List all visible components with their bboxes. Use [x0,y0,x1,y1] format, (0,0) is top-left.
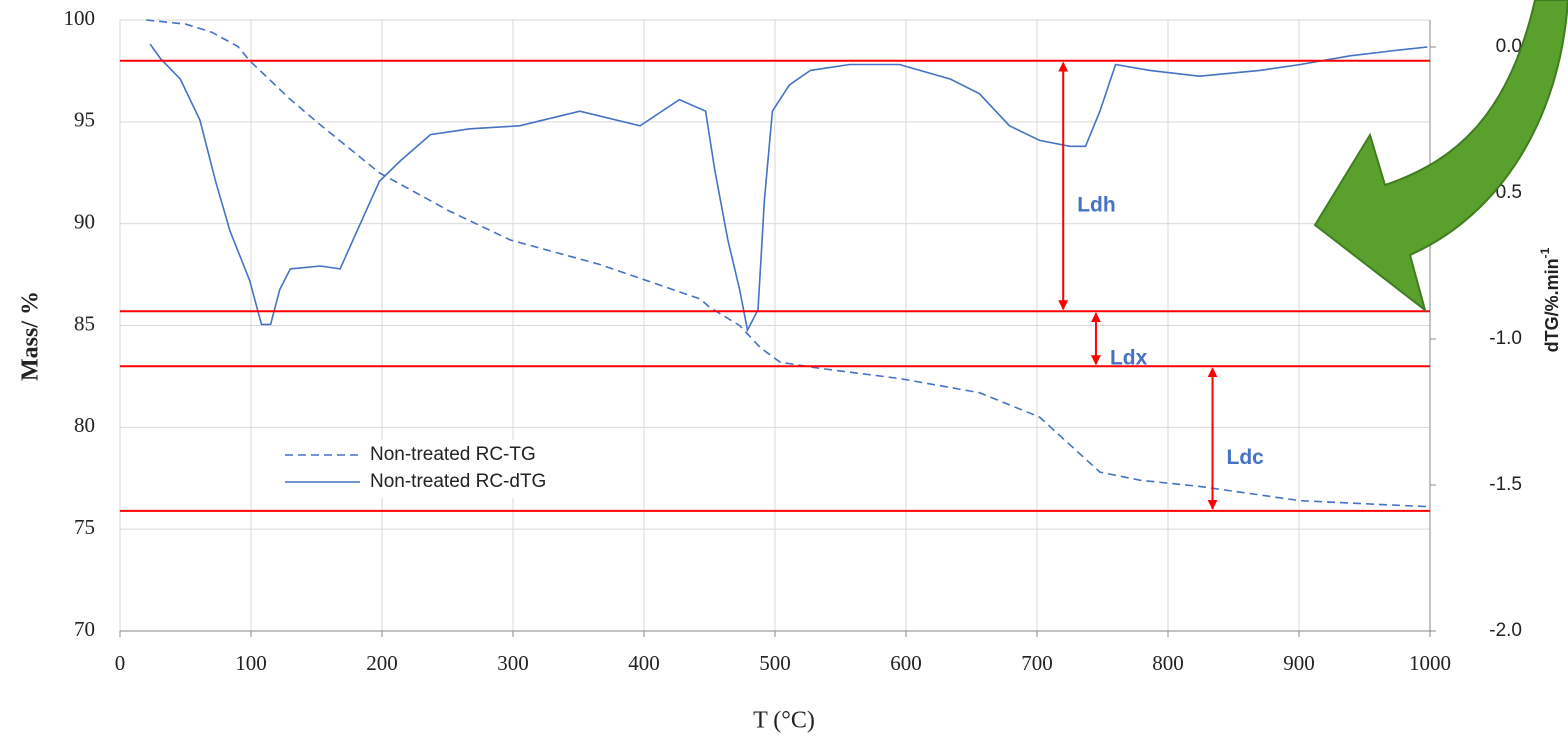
x-tick-label: 100 [235,651,267,675]
y2-tick-label: -2.0 [1489,620,1522,641]
annotation-label: Ldh [1077,194,1115,217]
x-tick-label: 0 [115,651,126,675]
plot: Ldh Ldx Ldc [120,19,1431,512]
x-tick-label: 600 [890,651,922,675]
y2-tick-label: -1.5 [1489,474,1522,495]
x-tick-label: 1000 [1409,651,1451,675]
y2-axis-label-sup: -1 [1538,247,1552,258]
x-tick-label: 300 [497,651,529,675]
x-axis-label: T (°C) [753,708,815,734]
green-arrow [1313,0,1568,313]
y-tick-label: 70 [74,617,95,641]
x-tick-label: 500 [759,651,791,675]
y2-tick-label: 0.0 [1496,36,1522,57]
y-tick-label: 95 [74,108,95,132]
legend: Non-treated RC-TG Non-treated RC-dTG [265,440,630,498]
legend-label: Non-treated RC-dTG [370,471,546,492]
x-tick-label: 800 [1152,651,1184,675]
annotation-label: Ldx [1110,346,1148,369]
y-tick-label: 80 [74,413,95,437]
y-axis-label: Mass/ % [18,291,44,381]
y-tick-label: 90 [74,209,95,233]
grid [119,19,1436,637]
annotation-label: Ldc [1227,446,1265,469]
x-tick-label: 200 [366,651,398,675]
legend-box [265,440,630,498]
data-line [149,43,1428,333]
x-tick-label: 700 [1021,651,1053,675]
y2-tick-label: -1.0 [1489,328,1522,349]
data-line [146,19,1431,508]
y2-axis-label-main: dTG/%.min [1542,258,1562,352]
x-tick-label: 400 [628,651,660,675]
y-tick-label: 85 [74,311,95,335]
x-tick-label: 900 [1283,651,1315,675]
y2-axis-label: dTG/%.min-1 [1538,247,1562,352]
y-tick-label: 75 [74,515,95,539]
legend-label: Non-treated RC-TG [370,444,536,465]
y-tick-label: 100 [64,6,96,30]
